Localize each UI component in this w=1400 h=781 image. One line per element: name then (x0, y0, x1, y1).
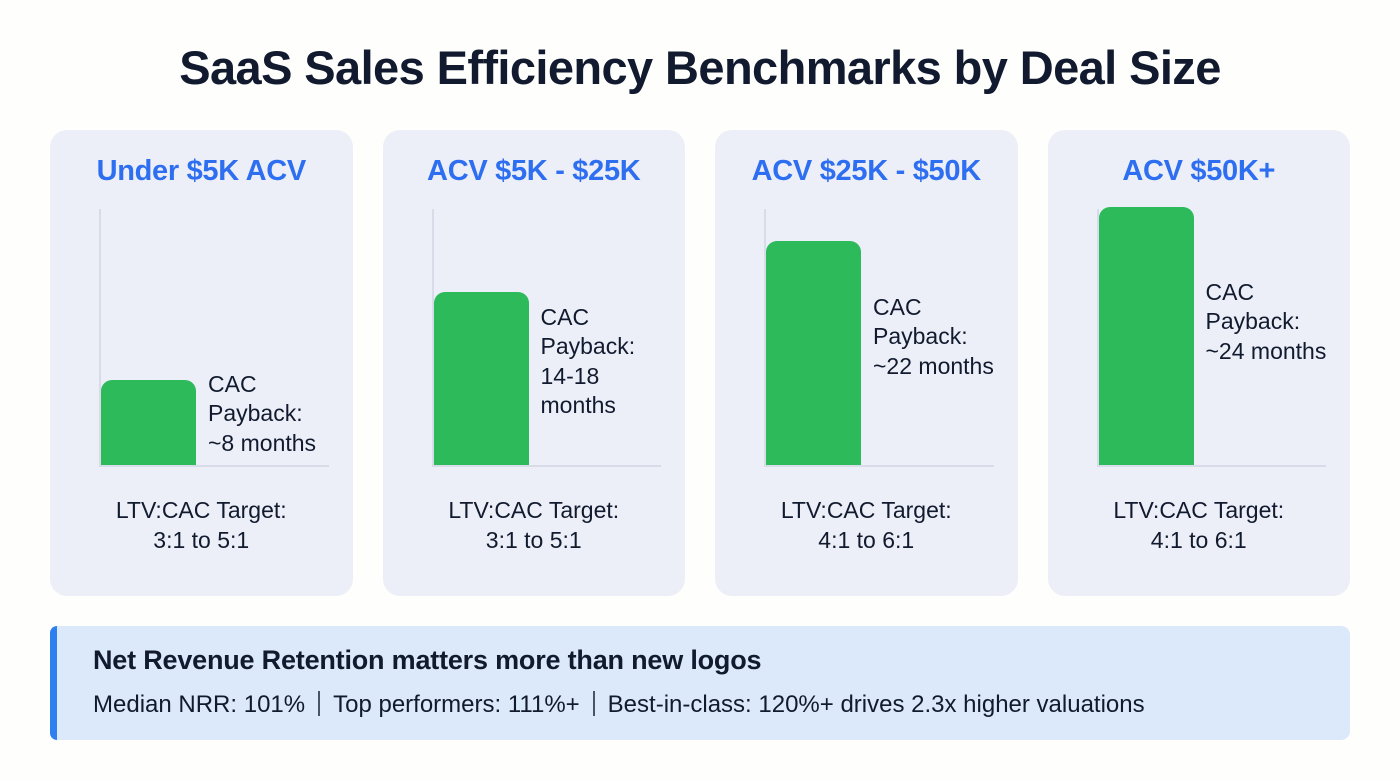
ltv-cac-target: LTV:CAC Target: 3:1 to 5:1 (448, 496, 620, 554)
card-title: ACV $5K - $25K (427, 154, 641, 187)
callout-fragment: Top performers: 111%+ (333, 690, 580, 718)
bar-chart-plot: CAC Payback: ~8 months (68, 208, 335, 484)
ltv-cac-target: LTV:CAC Target: 4:1 to 6:1 (1113, 496, 1285, 554)
benchmark-card: ACV $25K - $50K CAC Payback: ~22 months … (715, 129, 1018, 596)
bar-value-label: CAC Payback: 14-18 months (540, 303, 636, 419)
x-axis-line (99, 464, 329, 467)
card-title: ACV $50K+ (1122, 154, 1276, 187)
y-axis-line (1096, 208, 1099, 467)
y-axis-line (99, 208, 101, 467)
callout-fragment: Best-in-class: 120%+ drives 2.3x higher … (607, 690, 1145, 718)
y-axis-line (431, 208, 434, 467)
bar-chart-plot: CAC Payback: ~24 months (1066, 206, 1333, 484)
callout-accent-bar (50, 625, 57, 740)
y-axis-line (764, 208, 766, 467)
bar-chart-plot: CAC Payback: ~22 months (733, 208, 1000, 484)
x-axis-line (431, 464, 661, 467)
benchmark-card: ACV $5K - $25K CAC Payback: 14-18 months… (382, 129, 685, 596)
x-axis-line (1096, 464, 1326, 467)
callout-separator-icon (592, 690, 595, 716)
benchmark-card-row: Under $5K ACV CAC Payback: ~8 months LTV… (0, 129, 1400, 596)
callout-fragment: Median NRR: 101% (93, 690, 306, 718)
callout-headline: Net Revenue Retention matters more than … (93, 644, 762, 675)
x-axis-line (764, 464, 994, 467)
page-title: SaaS Sales Efficiency Benchmarks by Deal… (179, 41, 1221, 94)
cac-payback-bar (101, 379, 196, 465)
cac-payback-bar (1098, 206, 1194, 465)
card-title: ACV $25K - $50K (751, 154, 982, 187)
callout-separator-icon (318, 690, 321, 716)
ltv-cac-target: LTV:CAC Target: 4:1 to 6:1 (780, 496, 952, 554)
bar-value-label: CAC Payback: ~8 months (208, 370, 317, 456)
benchmark-card: Under $5K ACV CAC Payback: ~8 months LTV… (50, 129, 353, 596)
benchmark-card: ACV $50K+ CAC Payback: ~24 months LTV:CA… (1047, 129, 1350, 596)
bar-chart-plot: CAC Payback: 14-18 months (401, 208, 668, 484)
callout-subline: Median NRR: 101% Top performers: 111%+ B… (93, 687, 1328, 720)
cac-payback-bar (433, 291, 529, 465)
bar-value-label: CAC Payback: ~24 months (1205, 278, 1327, 364)
ltv-cac-target: LTV:CAC Target: 3:1 to 5:1 (115, 496, 287, 554)
card-title: Under $5K ACV (96, 154, 307, 187)
nrr-callout-banner: Net Revenue Retention matters more than … (50, 625, 1350, 740)
cac-payback-bar (766, 240, 861, 465)
bar-value-label: CAC Payback: ~22 months (873, 293, 994, 379)
